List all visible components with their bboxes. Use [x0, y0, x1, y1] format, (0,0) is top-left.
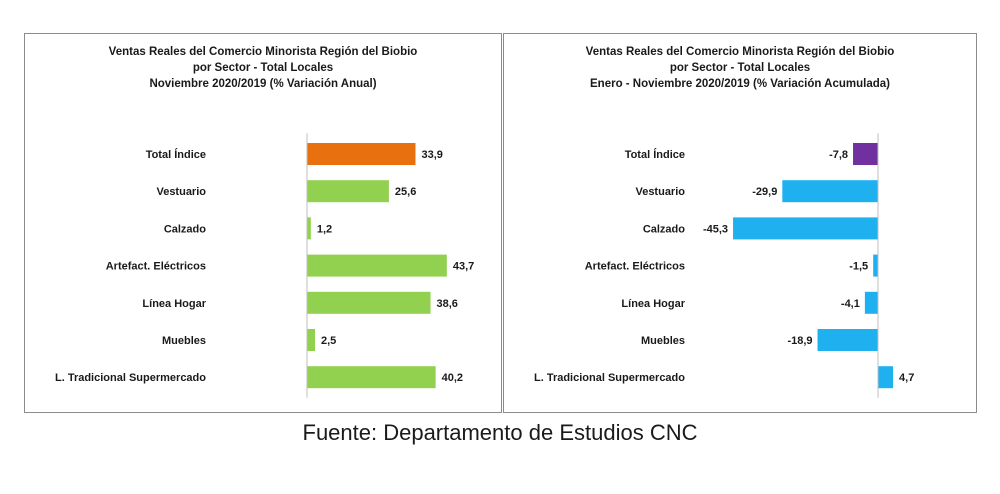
bar	[307, 217, 311, 240]
chart-title-right: Ventas Reales del Comercio Minorista Reg…	[504, 44, 976, 92]
chart-title-line: por Sector - Total Locales	[669, 62, 811, 74]
category-label: Línea Hogar	[621, 298, 685, 310]
category-label: Vestuario	[635, 186, 685, 198]
bar-chart-left: Total Índice 33,9 Vestuario 25,6 Calzado 1,2 A…	[55, 133, 474, 398]
data-label: 25,6	[395, 186, 416, 198]
bar-chart-right: Total Índice -7,8 Vestuario -29,9 Calzado -45…	[534, 133, 914, 398]
category-label: Muebles	[641, 335, 685, 347]
bar	[307, 366, 436, 389]
category-label: Total Índice	[146, 148, 206, 161]
chart-title-line: por Sector - Total Locales	[192, 62, 334, 74]
data-label: -4,1	[841, 298, 860, 310]
data-label: -29,9	[752, 186, 777, 198]
data-label: 1,2	[317, 223, 332, 235]
category-label: L. Tradicional Supermercado	[55, 372, 206, 384]
bar	[873, 254, 878, 277]
data-label: 33,9	[421, 149, 442, 161]
bar	[307, 329, 315, 351]
data-label: 43,7	[453, 261, 474, 273]
chart-title-line: Ventas Reales del Comercio Minorista Reg…	[108, 46, 418, 58]
chart-title-line: Enero - Noviembre 2020/2019 (% Variación…	[590, 78, 890, 90]
chart-title-line: Ventas Reales del Comercio Minorista Reg…	[585, 46, 895, 58]
category-label: Artefact. Eléctricos	[585, 261, 685, 273]
bar	[307, 254, 447, 277]
category-label: Calzado	[164, 223, 206, 235]
data-label: 4,7	[899, 372, 914, 384]
category-label: Calzado	[643, 223, 685, 235]
category-label: L. Tradicional Supermercado	[534, 372, 685, 384]
data-label: -1,5	[849, 261, 868, 273]
category-label: Total Índice	[625, 148, 685, 161]
data-label: 38,6	[437, 298, 458, 310]
chart-title-line: Noviembre 2020/2019 (% Variación Anual)	[149, 78, 377, 90]
data-label: -45,3	[703, 223, 728, 235]
data-label: -18,9	[787, 335, 812, 347]
category-label: Artefact. Eléctricos	[106, 261, 206, 273]
bar	[733, 217, 878, 240]
bar	[864, 291, 878, 314]
data-label: 2,5	[321, 335, 336, 347]
chart-panel-left: Ventas Reales del Comercio Minorista Reg…	[24, 33, 502, 413]
bar	[307, 180, 389, 203]
bar	[853, 143, 878, 165]
data-label: -7,8	[829, 149, 848, 161]
data-label: 40,2	[442, 372, 463, 384]
category-label: Línea Hogar	[142, 298, 206, 310]
bar	[307, 291, 431, 314]
bar	[817, 329, 878, 351]
bar	[878, 366, 894, 389]
source-note: Fuente: Departamento de Estudios CNC	[302, 420, 698, 445]
chart-title-left: Ventas Reales del Comercio Minorista Reg…	[25, 44, 501, 92]
category-label: Muebles	[162, 335, 206, 347]
bar	[307, 143, 416, 165]
bar	[782, 180, 878, 203]
chart-panel-right: Ventas Reales del Comercio Minorista Reg…	[503, 33, 977, 413]
category-label: Vestuario	[156, 186, 206, 198]
